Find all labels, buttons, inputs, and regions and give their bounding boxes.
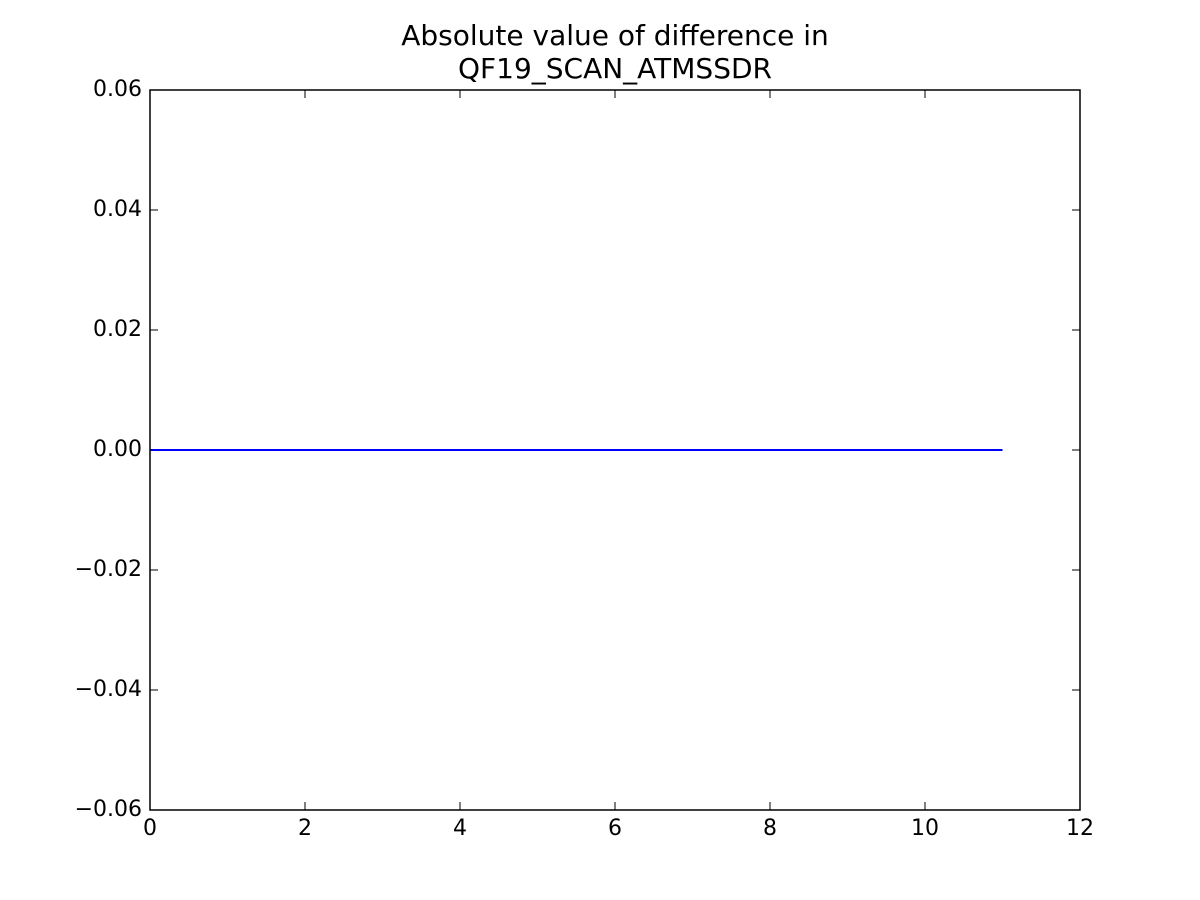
chart-title: QF19_SCAN_ATMSSDR xyxy=(458,52,772,85)
x-tick-label: 0 xyxy=(143,816,157,841)
chart-title: Absolute value of difference in xyxy=(401,19,829,52)
y-tick-label: −0.06 xyxy=(75,797,142,822)
plot-frame xyxy=(149,89,1081,811)
y-tick-label: −0.04 xyxy=(75,677,142,702)
y-tick-label: −0.02 xyxy=(75,557,142,582)
x-tick-label: 4 xyxy=(453,816,467,841)
x-tick-label: 8 xyxy=(763,816,777,841)
x-tick-label: 6 xyxy=(608,816,622,841)
x-tick-label: 12 xyxy=(1066,816,1094,841)
x-tick-label: 2 xyxy=(298,816,312,841)
y-tick-label: 0.06 xyxy=(93,77,142,102)
x-tick-label: 10 xyxy=(911,816,939,841)
y-tick-label: 0.04 xyxy=(93,197,142,222)
y-tick-label: 0.02 xyxy=(93,317,142,342)
y-tick-label: 0.00 xyxy=(93,437,142,462)
